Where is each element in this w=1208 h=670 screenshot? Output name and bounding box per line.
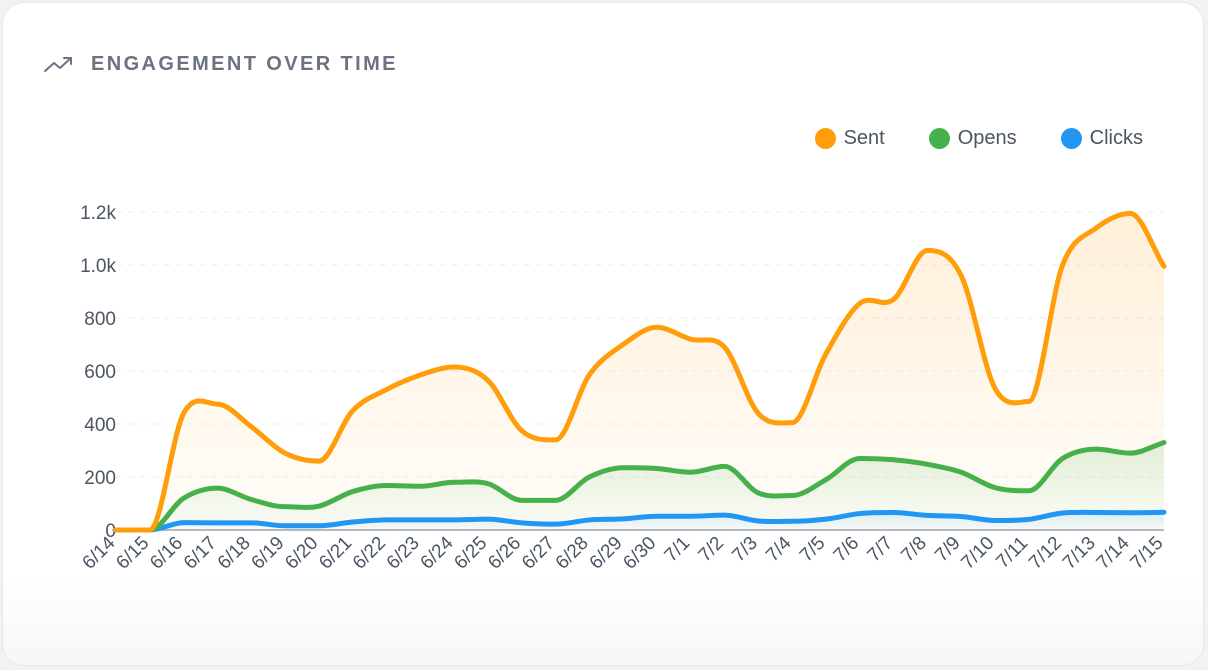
x-tick-label: 6/26 [484,533,525,574]
chart-title: ENGAGEMENT OVER TIME [91,52,398,75]
y-tick-label: 1.2k [80,203,116,224]
line-sent [113,210,1167,533]
legend-dot-opens [928,128,950,149]
legend-item-sent[interactable]: Sent [814,127,885,150]
area-opens [116,442,1164,530]
area-clicks [116,512,1164,530]
legend-dot-sent [814,128,836,149]
trending-up-icon [43,54,75,74]
x-tick-label: 7/1 [661,533,695,567]
line-clicks [113,509,1167,533]
y-tick-label: 1.0k [80,256,116,277]
x-tick-label: 6/25 [450,533,491,574]
x-tick-label: 6/15 [112,533,153,574]
x-tick-label: 6/20 [281,533,322,574]
x-tick-label: 6/22 [349,533,390,574]
x-tick-label: 6/24 [417,532,458,573]
x-tick-label: 7/2 [695,533,729,567]
x-tick-label: 6/18 [214,533,255,574]
x-tick-label: 6/19 [248,533,289,574]
x-tick-label: 7/6 [830,533,864,567]
legend-dot-clicks [1060,128,1082,149]
x-tick-label: 7/12 [1025,533,1066,574]
card-header: ENGAGEMENT OVER TIME [43,49,398,79]
y-tick-label: 800 [84,309,116,330]
x-tick-label: 6/17 [180,533,221,574]
x-tick-label: 7/10 [958,533,999,574]
x-tick-label: 7/14 [1093,532,1134,573]
x-tick-label: 7/7 [864,533,898,567]
x-tick-label: 6/16 [146,533,187,574]
chart-legend: Sent Opens Clicks [771,127,1143,150]
x-tick-label: 6/21 [315,533,356,574]
legend-label-opens: Opens [957,127,1017,149]
legend-item-opens[interactable]: Opens [928,127,1017,150]
x-tick-label: 6/30 [619,533,660,574]
y-tick-label: 200 [84,468,116,489]
x-tick-label: 7/13 [1059,533,1100,574]
x-tick-label: 6/28 [552,533,593,574]
x-tick-label: 7/8 [897,533,931,567]
x-tick-label: 7/5 [796,533,830,567]
x-tick-label: 6/23 [383,533,424,574]
y-tick-label: 600 [84,362,116,383]
legend-item-clicks[interactable]: Clicks [1060,127,1143,150]
x-tick-label: 7/15 [1127,533,1168,574]
x-tick-label: 7/11 [992,533,1032,573]
x-tick-label: 7/3 [728,533,762,567]
x-tick-label: 6/29 [586,533,627,574]
legend-label-sent: Sent [843,127,885,149]
x-tick-label: 7/4 [762,532,796,566]
line-opens [113,440,1167,533]
legend-label-clicks: Clicks [1089,127,1143,149]
y-tick-label: 0 [105,521,116,542]
y-tick-label: 400 [84,415,116,436]
x-tick-label: 6/27 [518,533,559,574]
